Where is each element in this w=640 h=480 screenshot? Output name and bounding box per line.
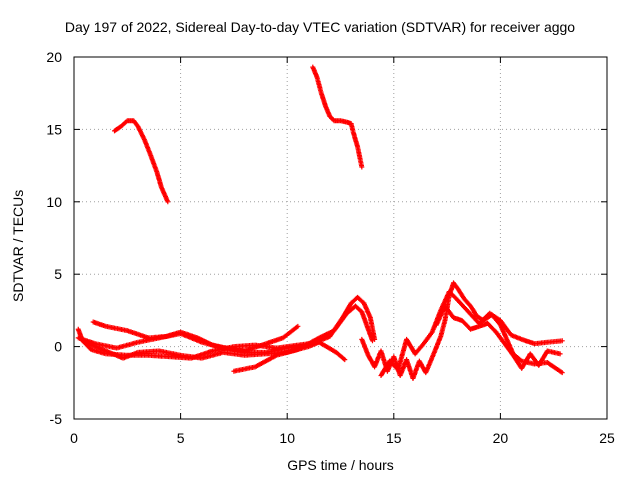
series-markers <box>113 118 170 203</box>
x-tick-label: 20 <box>493 430 509 446</box>
y-tick-label: 0 <box>54 339 62 355</box>
y-tick-label: 20 <box>46 49 62 65</box>
x-axis-label: GPS time / hours <box>287 457 394 473</box>
data-layer <box>75 64 565 381</box>
x-tick-label: 15 <box>386 430 402 446</box>
x-tick-label: 25 <box>599 430 615 446</box>
x-tick-label: 5 <box>177 430 185 446</box>
series-arc-high-2 <box>310 64 365 170</box>
x-tick-label: 0 <box>70 430 78 446</box>
series-arc-low-5 <box>231 303 375 374</box>
grid <box>74 57 607 419</box>
series-markers <box>310 65 364 169</box>
x-tick-label: 10 <box>279 430 295 446</box>
y-tick-label: 5 <box>54 266 62 282</box>
ticks: 0 5 10 15 20 25 -5 0 5 10 15 20 <box>46 49 615 446</box>
series-markers <box>232 304 375 374</box>
series-arc-high-1 <box>112 118 171 205</box>
series-arc-mid-2 <box>378 289 565 379</box>
y-tick-label: 10 <box>46 194 62 210</box>
plot-frame <box>73 56 608 420</box>
y-tick-label: -5 <box>50 411 63 427</box>
y-tick-label: 15 <box>46 121 62 137</box>
series-markers <box>359 281 564 380</box>
chart-title: Day 197 of 2022, Sidereal Day-to-day VTE… <box>64 19 576 35</box>
series-markers <box>434 304 562 370</box>
series-arc-mid-1 <box>359 280 565 381</box>
series-arc-mid-3 <box>433 303 563 371</box>
